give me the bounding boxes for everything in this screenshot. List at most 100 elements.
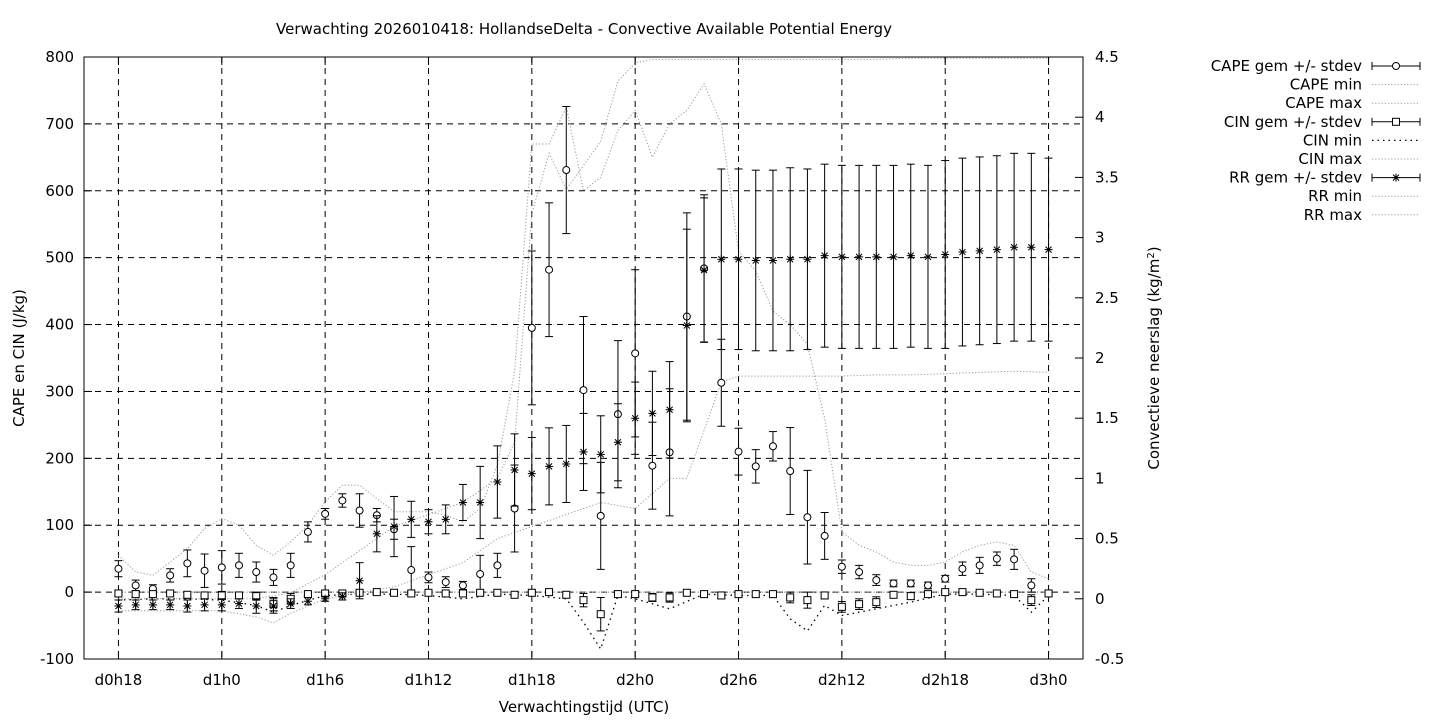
data-point-circle — [941, 574, 950, 583]
data-point-star — [837, 252, 846, 261]
chart-title: Verwachting 2026010418: HollandseDelta -… — [276, 20, 892, 38]
y2-tick-label: 2 — [1095, 349, 1105, 367]
data-point-star — [166, 600, 175, 609]
data-point-square — [665, 593, 674, 602]
data-point-star — [717, 255, 726, 264]
legend-label: RR gem +/- stdev — [1229, 169, 1362, 187]
data-point-square — [1010, 590, 1019, 599]
data-point-square — [992, 589, 1001, 598]
data-point-square — [510, 590, 519, 599]
y-tick-label: 500 — [45, 249, 74, 267]
data-point-circle — [252, 568, 261, 577]
data-point-square — [958, 588, 967, 597]
y-tick-label: 400 — [45, 316, 74, 334]
y2-tick-label: 1 — [1095, 469, 1105, 487]
legend-label: CIN gem +/- stdev — [1224, 113, 1362, 131]
data-point-circle — [958, 564, 967, 573]
data-point-square — [441, 589, 450, 598]
data-point-square — [975, 588, 984, 597]
data-point-star — [906, 251, 915, 260]
data-point-square — [200, 591, 209, 600]
data-point-circle — [837, 562, 846, 571]
y-tick-label: -100 — [40, 650, 74, 668]
data-point-star — [700, 266, 709, 275]
data-point-square — [493, 588, 502, 597]
series-line-cape-max — [118, 82, 1049, 580]
data-point-star — [441, 515, 450, 524]
data-point-star — [114, 602, 123, 611]
data-point-square — [648, 593, 657, 602]
legend-label: RR min — [1308, 187, 1362, 205]
data-point-circle — [183, 559, 192, 568]
legend-label: RR max — [1304, 206, 1362, 224]
y-tick-label: 300 — [45, 382, 74, 400]
y2-tick-label: 4 — [1095, 108, 1105, 126]
series-cin-gem-stdev — [114, 588, 1053, 632]
y2-axis-label-end: ) — [1145, 246, 1163, 252]
data-point-star — [1027, 243, 1036, 252]
data-point-star — [613, 438, 622, 447]
data-point-square — [183, 590, 192, 599]
data-point-circle — [992, 554, 1001, 563]
data-point-square — [390, 588, 399, 597]
data-point-circle — [407, 566, 416, 575]
data-point-square — [372, 588, 381, 597]
data-point-circle — [596, 511, 605, 520]
data-point-square — [458, 589, 467, 598]
y2-tick-label: -0.5 — [1095, 650, 1124, 668]
data-point-circle — [527, 323, 536, 332]
x-tick-label: d1h12 — [405, 671, 453, 689]
data-point-star — [1044, 245, 1053, 254]
data-point-circle — [906, 579, 915, 588]
data-point-square — [820, 591, 829, 600]
data-point-star — [855, 252, 864, 261]
data-point-square — [1392, 117, 1400, 126]
data-point-star — [648, 409, 657, 418]
data-point-circle — [579, 386, 588, 395]
y-tick-label: 200 — [45, 449, 74, 467]
data-point-circle — [114, 564, 123, 573]
x-tick-label: d1h6 — [306, 671, 344, 689]
data-point-circle — [476, 570, 485, 579]
data-point-square — [545, 588, 554, 597]
data-point-square — [1027, 596, 1036, 605]
data-point-star — [476, 498, 485, 507]
data-point-square — [303, 590, 312, 599]
data-point-circle — [1027, 581, 1036, 590]
data-point-square — [562, 590, 571, 599]
data-point-square — [717, 591, 726, 600]
y2-tick-label: 0.5 — [1095, 530, 1119, 548]
data-point-square — [803, 596, 812, 605]
legend-label: CIN max — [1298, 150, 1362, 168]
data-point-star — [889, 252, 898, 261]
data-point-star — [355, 576, 364, 585]
data-point-circle — [889, 579, 898, 588]
series-rr-gem-stdev — [114, 152, 1053, 614]
data-point-circle — [235, 561, 244, 570]
data-point-square — [1044, 589, 1053, 598]
data-point-circle — [493, 561, 502, 570]
data-point-square — [837, 602, 846, 611]
data-point-star — [975, 246, 984, 255]
y-tick-label: 800 — [45, 48, 74, 66]
data-point-star — [527, 469, 536, 478]
data-point-star — [803, 255, 812, 264]
y2-tick-label: 3.5 — [1095, 168, 1119, 186]
data-point-square — [424, 588, 433, 597]
data-point-square — [941, 588, 950, 597]
data-point-square — [217, 591, 226, 600]
data-point-star — [148, 600, 157, 609]
data-point-circle — [975, 561, 984, 570]
data-point-circle — [338, 496, 347, 505]
data-point-square — [631, 590, 640, 599]
data-point-star — [682, 321, 691, 330]
data-point-star — [734, 255, 743, 264]
data-point-star — [407, 515, 416, 524]
data-point-square — [682, 588, 691, 597]
data-point-star — [321, 594, 330, 603]
x-axis-label: Verwachtingstijd (UTC) — [499, 698, 670, 716]
data-point-star — [338, 592, 347, 601]
data-point-star — [217, 600, 226, 609]
data-point-square — [751, 590, 760, 599]
